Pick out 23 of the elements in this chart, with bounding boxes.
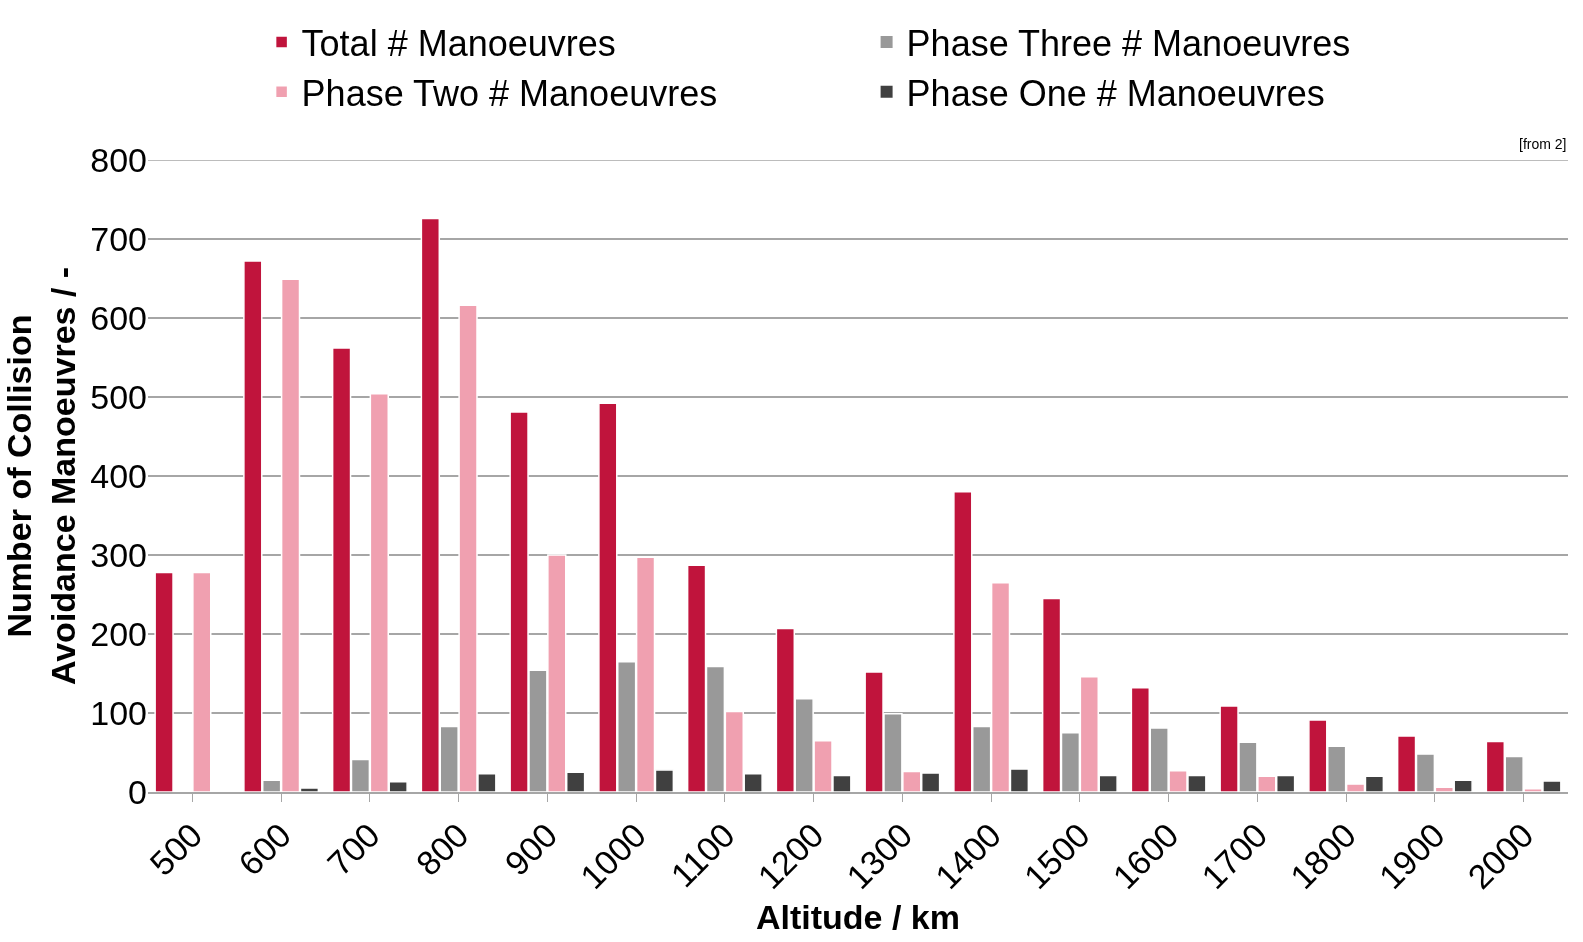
x-tick-label: 800 (408, 815, 476, 883)
x-axis-title: Altitude / km (755, 898, 961, 937)
bar (154, 571, 174, 792)
y-tick-label: 700 (90, 219, 147, 258)
legend-label: Phase Two # Manoeuvres (301, 72, 718, 114)
legend-label: Phase Three # Manoeuvres (906, 23, 1351, 65)
y-tick-label: 500 (90, 377, 147, 416)
x-tick-label: 500 (142, 815, 210, 883)
text: [from 2] (1519, 136, 1567, 152)
legend-label: Phase One # Manoeuvres (906, 72, 1325, 114)
legend-label: Total # Manoeuvres (301, 23, 616, 65)
y-tick-label: 200 (90, 614, 147, 653)
y-tick-label: 300 (90, 535, 147, 574)
y-axis-title: Number of Collision Avoidance Manoeuvres / - (0, 266, 83, 686)
x-tick-label: 700 (319, 815, 387, 883)
y-tick-label: 100 (90, 693, 147, 732)
y-tick-label: 600 (90, 298, 147, 337)
y-tick-label: 0 (128, 772, 147, 811)
y-tick-label: 400 (90, 456, 147, 495)
x-tick-label: 900 (497, 815, 565, 883)
bar (192, 571, 212, 792)
y-tick-label: 800 (90, 140, 147, 179)
x-tick-label: 600 (231, 815, 299, 883)
